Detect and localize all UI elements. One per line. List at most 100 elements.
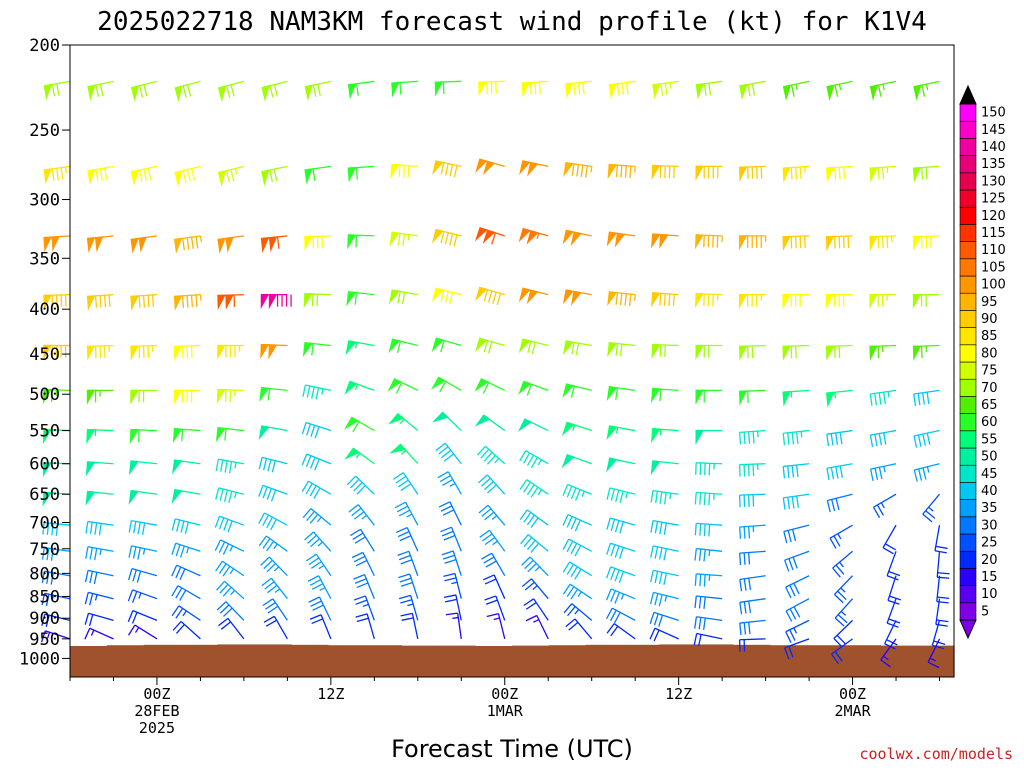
wind-barb xyxy=(479,505,505,525)
wind-barb xyxy=(785,551,809,571)
colorbar-swatch xyxy=(960,173,976,190)
ground-segment xyxy=(917,646,954,677)
wind-barb xyxy=(652,429,679,441)
wind-barb xyxy=(914,295,940,307)
wind-barb xyxy=(433,338,461,352)
wind-barb xyxy=(131,346,157,359)
wind-barb xyxy=(653,81,679,97)
wind-barb xyxy=(399,595,418,620)
wind-barb xyxy=(827,464,853,480)
wind-barb xyxy=(608,165,635,178)
wind-barb xyxy=(172,543,200,557)
wind-barb xyxy=(346,418,375,432)
ground-layer xyxy=(70,644,955,677)
wind-barb xyxy=(175,81,200,99)
colorbar-swatch xyxy=(960,568,976,585)
wind-barb xyxy=(520,480,548,497)
wind-barb xyxy=(834,576,852,603)
wind-barb xyxy=(346,448,374,463)
wind-barb xyxy=(262,578,287,598)
wind-barb xyxy=(309,597,331,620)
wind-barb xyxy=(827,431,853,447)
wind-barb xyxy=(478,475,504,494)
wind-barb xyxy=(874,494,897,517)
wind-barb xyxy=(217,428,244,441)
wind-barb xyxy=(914,390,940,406)
wind-barb xyxy=(129,625,157,639)
wind-barb xyxy=(914,431,939,448)
wind-barb xyxy=(476,159,504,173)
wind-barb xyxy=(652,165,678,178)
wind-barb xyxy=(870,166,896,180)
wind-barb xyxy=(44,166,70,182)
wind-barb xyxy=(260,388,287,401)
wind-barb xyxy=(695,574,722,587)
wind-barb xyxy=(914,236,940,249)
wind-barb xyxy=(695,549,722,562)
wind-barb xyxy=(217,389,243,401)
wind-barb xyxy=(695,617,722,630)
wind-barb xyxy=(401,613,418,638)
colorbar-label: 135 xyxy=(981,157,1006,172)
y-tick-label: 500 xyxy=(29,385,60,405)
wind-barb xyxy=(914,346,940,359)
wind-barb xyxy=(870,390,896,406)
wind-barb xyxy=(174,295,200,309)
wind-barb xyxy=(216,459,244,473)
colorbar-swatch xyxy=(960,207,976,224)
wind-barb xyxy=(305,532,331,551)
wind-barb xyxy=(783,431,809,446)
wind-barb xyxy=(566,81,592,96)
wind-barb xyxy=(173,621,200,638)
wind-barb xyxy=(262,236,288,251)
wind-barb xyxy=(477,446,504,464)
wind-barb xyxy=(607,589,636,603)
wind-barb xyxy=(784,525,809,543)
wind-barb xyxy=(172,586,201,601)
wind-barb xyxy=(88,295,114,309)
wind-barb xyxy=(694,633,722,646)
wind-barb xyxy=(481,553,504,576)
wind-barb xyxy=(128,590,157,603)
ground-segment xyxy=(291,645,328,677)
ground-segment xyxy=(254,644,291,677)
colorbar-top-arrow xyxy=(960,86,976,104)
wind-barb xyxy=(520,288,548,302)
wind-barb xyxy=(564,384,592,398)
y-tick-label: 800 xyxy=(29,564,60,584)
wind-barb xyxy=(652,234,679,247)
ground-segment xyxy=(549,645,586,677)
wind-barb xyxy=(306,554,330,576)
wind-barb xyxy=(827,390,853,405)
y-tick-label: 950 xyxy=(29,630,60,650)
wind-barb xyxy=(305,166,331,182)
wind-barb xyxy=(476,379,505,393)
colorbar-swatch xyxy=(960,276,976,293)
x-tick-label: 2025 xyxy=(139,719,175,737)
wind-barb xyxy=(86,492,113,504)
wind-barb xyxy=(652,389,679,402)
wind-barb xyxy=(217,581,244,598)
ground-segment xyxy=(623,645,660,677)
wind-barb xyxy=(259,536,287,551)
wind-barb xyxy=(440,527,461,551)
wind-barb xyxy=(786,620,809,642)
wind-barb xyxy=(827,81,852,98)
colorbar-swatch xyxy=(960,603,976,620)
wind-barb xyxy=(398,574,417,599)
wind-barb xyxy=(347,476,374,494)
wind-barb xyxy=(172,519,200,534)
wind-barb xyxy=(870,431,896,447)
wind-barb xyxy=(303,385,331,400)
wind-barb xyxy=(310,615,331,639)
wind-barb xyxy=(914,81,939,98)
x-tick-label: 00Z xyxy=(491,685,518,703)
colorbar-swatch xyxy=(960,500,976,517)
wind-barb xyxy=(172,606,200,621)
x-tick-label: 12Z xyxy=(665,685,692,703)
y-tick-label: 1000 xyxy=(19,649,60,669)
colorbar-swatch xyxy=(960,431,976,448)
wind-barb xyxy=(262,81,287,99)
wind-barb xyxy=(651,491,678,505)
wind-barb xyxy=(937,576,949,603)
